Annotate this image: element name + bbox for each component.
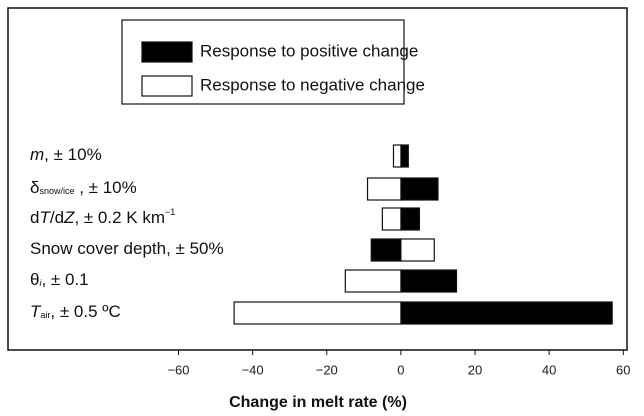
label-part: , ± 0.5 ºC [50, 302, 120, 321]
label-part: /d [50, 208, 64, 227]
legend-label: Response to negative change [200, 75, 425, 94]
label-part: d [30, 208, 39, 227]
label-part: , ± 0.2 K km [74, 208, 165, 227]
label-part: T [39, 208, 51, 227]
legend-swatch [141, 75, 193, 97]
label-part: θ [30, 270, 39, 289]
label-part: i [39, 278, 42, 288]
x-axis-title: Change in melt rate (%) [229, 394, 407, 411]
x-tick-label: −60 [167, 362, 189, 377]
x-tick-label: 0 [397, 362, 404, 377]
legend-label: Response to positive change [200, 41, 418, 60]
label-part: , ± 10% [74, 178, 136, 197]
bar [381, 207, 402, 231]
bar [366, 177, 402, 201]
category-label: m, ± 10% [30, 145, 102, 164]
category-label: θi, ± 0.1 [30, 270, 89, 289]
plot-frame [7, 7, 628, 351]
category-label: Tair, ± 0.5 ºC [30, 302, 121, 321]
x-tick-label: 60 [616, 362, 630, 377]
bar [370, 238, 402, 262]
label-part: , ± 10% [44, 145, 102, 164]
legend-swatch [141, 41, 193, 63]
bar [400, 177, 439, 201]
label-part: snow/ice [39, 186, 74, 196]
bar [400, 301, 613, 325]
x-tick-label: −40 [242, 362, 264, 377]
label-part: air [40, 310, 50, 320]
label-part: T [30, 302, 42, 321]
bar [344, 269, 402, 293]
x-tick-label: 20 [468, 362, 482, 377]
label-part: m [30, 145, 44, 164]
x-tick-label: −20 [316, 362, 338, 377]
bar [400, 207, 421, 231]
x-tick-label: 40 [542, 362, 556, 377]
label-part: , ± 0.1 [41, 270, 88, 289]
label-part: Z [63, 208, 75, 227]
bar [233, 301, 402, 325]
label-part: −1 [165, 207, 175, 217]
bar [400, 269, 458, 293]
bar [392, 144, 402, 168]
label-part: δ [30, 178, 39, 197]
bar [400, 238, 435, 262]
category-label: dT/dZ, ± 0.2 K km−1 [30, 207, 175, 227]
bar [400, 144, 409, 168]
category-label: δsnow/ice , ± 10% [30, 178, 137, 197]
label-part: Snow cover depth, ± 50% [30, 239, 224, 258]
category-label: Snow cover depth, ± 50% [30, 239, 224, 258]
